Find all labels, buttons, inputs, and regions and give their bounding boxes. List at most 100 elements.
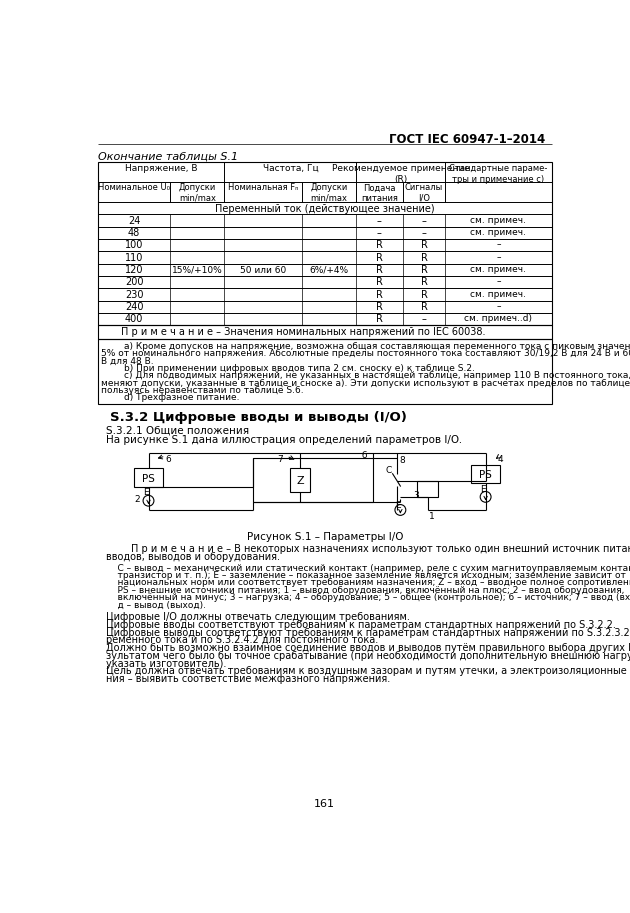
Text: 161: 161: [314, 799, 335, 809]
Text: зультатом чего было бы точное срабатывание (при необходимости дополнительную вне: зультатом чего было бы точное срабатыван…: [106, 651, 630, 661]
Text: пользуясь неравенствами по таблице S.6.: пользуясь неравенствами по таблице S.6.: [101, 386, 304, 395]
Text: транзистор и т. п.); E – заземление – показанное заземление является исходным; з: транзистор и т. п.); E – заземление – по…: [106, 572, 626, 580]
Bar: [418, 481, 438, 497]
Bar: [253, 458, 373, 502]
Text: см. примеч.: см. примеч.: [471, 228, 526, 237]
Bar: [471, 465, 500, 483]
Text: R: R: [376, 302, 383, 312]
Text: Подача
питания: Подача питания: [361, 184, 398, 203]
Text: Должно быть возможно взаимное соединение вводов и выводов путём правильного выбо: Должно быть возможно взаимное соединение…: [106, 643, 630, 653]
Text: П р и м е ч а н и е – Значения номинальных напряжений по IEC 60038.: П р и м е ч а н и е – Значения номинальн…: [122, 327, 486, 337]
Text: см. примеч.: см. примеч.: [471, 265, 526, 274]
Text: S.3.2 Цифровые вводы и выводы (I/O): S.3.2 Цифровые вводы и выводы (I/O): [110, 412, 406, 425]
Text: –: –: [421, 314, 427, 324]
Text: Рисунок S.1 – Параметры I/O: Рисунок S.1 – Параметры I/O: [246, 531, 403, 541]
Text: 24: 24: [128, 215, 140, 226]
Text: E: E: [395, 500, 401, 509]
Text: R: R: [421, 289, 427, 299]
Text: П р и м е ч а н и е – В некоторых назначениях используют только один внешний ист: П р и м е ч а н и е – В некоторых назнач…: [106, 544, 630, 554]
Text: Напряжение, В: Напряжение, В: [125, 164, 198, 173]
Text: R: R: [421, 278, 427, 288]
Text: 200: 200: [125, 278, 144, 288]
Text: R: R: [376, 314, 383, 324]
Text: см. примеч.: см. примеч.: [471, 289, 526, 299]
Text: R: R: [376, 240, 383, 250]
Text: –: –: [496, 302, 501, 311]
Text: 100: 100: [125, 240, 144, 250]
Text: 230: 230: [125, 289, 144, 299]
Text: б: б: [361, 451, 367, 459]
Text: PS: PS: [142, 474, 155, 484]
Text: д – вывод (выход).: д – вывод (выход).: [106, 601, 206, 610]
Text: ременного тока и по S.3.2.4.2 для постоянного тока.: ременного тока и по S.3.2.4.2 для постоя…: [106, 635, 378, 645]
Text: Стандартные параме-
тры и примечание c): Стандартные параме- тры и примечание c): [449, 164, 547, 184]
Text: 48: 48: [128, 228, 140, 238]
Text: C: C: [386, 466, 392, 475]
Text: R: R: [376, 278, 383, 288]
Text: Z: Z: [297, 476, 304, 486]
Text: S.3.2.1 Общие положения: S.3.2.1 Общие положения: [106, 425, 249, 436]
Text: –: –: [421, 228, 427, 238]
Text: Допуски
min/max: Допуски min/max: [179, 184, 216, 203]
Text: –: –: [377, 215, 382, 226]
Text: Частота, Гц: Частота, Гц: [263, 164, 318, 173]
Text: вводов, выводов и оборудования.: вводов, выводов и оборудования.: [106, 552, 280, 562]
Bar: [98, 325, 551, 339]
Text: 8: 8: [399, 456, 405, 465]
Text: меняют допуски, указанные в таблице и сноске a). Эти допуски используют в расчет: меняют допуски, указанные в таблице и сн…: [101, 379, 630, 388]
Text: Номинальная Fₙ: Номинальная Fₙ: [228, 184, 299, 193]
Text: 6: 6: [166, 455, 171, 464]
Text: ГОСТ IEC 60947-1–2014: ГОСТ IEC 60947-1–2014: [389, 132, 545, 146]
Text: Переменный ток (действующее значение): Переменный ток (действующее значение): [215, 204, 435, 214]
Text: C – вывод – механический или статический контакт (например, реле с сухим магнито: C – вывод – механический или статический…: [106, 564, 630, 572]
Text: включённый на минус; 3 – нагрузка; 4 – оборудование; 5 – общее (контрольное); 6 : включённый на минус; 3 – нагрузка; 4 – о…: [106, 593, 630, 602]
Text: 7: 7: [278, 455, 284, 464]
Text: см. примеч.: см. примеч.: [471, 215, 526, 225]
Text: Цель должна отвечать требованиям к воздушным зазорам и путям утечки, а электроиз: Цель должна отвечать требованиям к возду…: [106, 666, 630, 677]
Text: Цифровые I/O должны отвечать следующим требованиям.: Цифровые I/O должны отвечать следующим т…: [106, 613, 410, 623]
Text: c) Для подводимых напряжений, не указанных в настоящей таблице, например 110 В п: c) Для подводимых напряжений, не указанн…: [101, 372, 630, 381]
Text: Цифровые выводы соответствуют требованиям к параметрам стандартных напряжений по: Цифровые выводы соответствуют требования…: [106, 628, 630, 638]
Text: R: R: [376, 265, 383, 275]
Text: –: –: [496, 278, 501, 287]
Text: 120: 120: [125, 265, 144, 275]
Text: PS: PS: [479, 470, 492, 480]
Bar: [290, 467, 311, 492]
Text: R: R: [376, 253, 383, 263]
Text: 1: 1: [429, 511, 435, 520]
Text: 2: 2: [135, 495, 140, 504]
Bar: [98, 162, 551, 325]
Text: –: –: [496, 253, 501, 262]
Text: 4: 4: [497, 455, 503, 464]
Text: d) Трехфазное питание.: d) Трехфазное питание.: [101, 394, 240, 403]
Text: 3: 3: [413, 490, 420, 499]
Text: PS – внешние источники питания; 1 – вывод оборудования, включённый на плюс; 2 – : PS – внешние источники питания; 1 – выво…: [106, 586, 624, 594]
Text: Цифровые вводы соответствуют требованиям к параметрам стандартных напряжений по : Цифровые вводы соответствуют требованиям…: [106, 620, 616, 630]
Text: 400: 400: [125, 314, 144, 324]
Text: –: –: [496, 240, 501, 249]
Text: 50 или 60: 50 или 60: [240, 266, 286, 275]
Text: R: R: [421, 240, 427, 250]
Text: ния – выявить соответствие межфазного напряжения.: ния – выявить соответствие межфазного на…: [106, 674, 390, 684]
Text: 15%/+10%: 15%/+10%: [172, 266, 222, 275]
Bar: [98, 339, 551, 404]
Text: a) Кроме допусков на напряжение, возможна общая составляющая переменного тока с : a) Кроме допусков на напряжение, возможн…: [101, 342, 630, 352]
Bar: [134, 468, 163, 487]
Text: указать изготовитель).: указать изготовитель).: [106, 658, 226, 668]
Text: На рисунке S.1 дана иллюстрация определений параметров I/O.: На рисунке S.1 дана иллюстрация определе…: [106, 436, 462, 446]
Text: –: –: [377, 228, 382, 238]
Text: национальных норм или соответствует требованиям назначения; Z – вход – вводное п: национальных норм или соответствует треб…: [106, 579, 630, 587]
Text: Сигналы
I/O: Сигналы I/O: [405, 184, 443, 203]
Text: см. примеч..d): см. примеч..d): [464, 314, 532, 323]
Text: –: –: [421, 215, 427, 226]
Text: Рекомендуемое применение
(R): Рекомендуемое применение (R): [332, 164, 470, 184]
Text: 5% от номинального напряжения. Абсолютные пределы постоянного тока составляют 30: 5% от номинального напряжения. Абсолютны…: [101, 350, 630, 359]
Text: R: R: [421, 265, 427, 275]
Text: R: R: [376, 289, 383, 299]
Text: 110: 110: [125, 253, 144, 263]
Text: R: R: [421, 253, 427, 263]
Text: 6%/+4%: 6%/+4%: [309, 266, 348, 275]
Text: E: E: [144, 488, 149, 498]
Text: E: E: [481, 485, 486, 494]
Text: В для 48 В.: В для 48 В.: [101, 357, 154, 366]
